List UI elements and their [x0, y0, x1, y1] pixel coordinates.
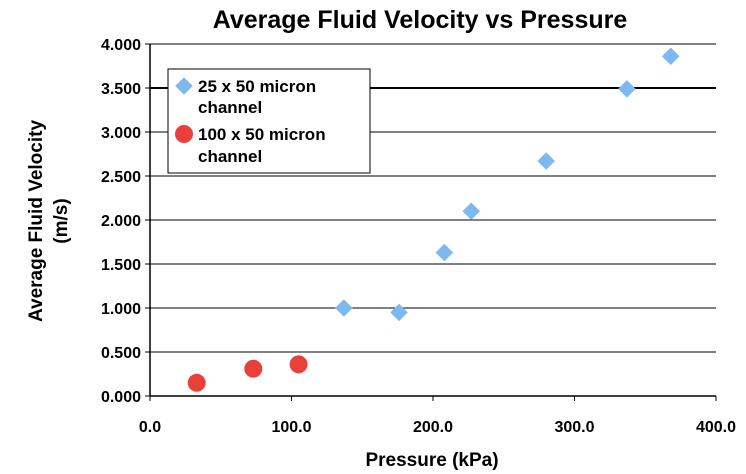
legend-diamond-marker: [175, 77, 193, 95]
x-tick-label: 300.0: [554, 419, 594, 436]
data-point: [244, 359, 263, 378]
axes: [149, 44, 717, 401]
x-tick-label: 200.0: [413, 419, 453, 436]
legend-box: [167, 68, 371, 174]
y-tick-label: 3.500: [101, 81, 141, 98]
x-tick-label: 100.0: [271, 419, 311, 436]
legend: 25 x 50 micron channel 100 x 50 micron c…: [167, 68, 371, 174]
y-axis-title-line-1: Average Fluid Velocity: [26, 120, 47, 322]
legend-label-series-1-line-2: channel: [198, 98, 262, 117]
data-point: [187, 373, 206, 392]
legend-label-series-1-line-1: 25 x 50 micron: [198, 77, 316, 96]
x-axis-title: Pressure (kPa): [365, 450, 498, 471]
x-tick-label: 0.0: [139, 419, 161, 436]
y-tick-labels: 0.000 0.500 1.000 1.500 2.000 2.500 3.000 3.500…: [101, 37, 141, 406]
data-point: [390, 303, 408, 322]
x-tick-labels: 0.0 100.0 200.0 300.0 400.0: [139, 419, 736, 436]
data-point: [462, 202, 481, 221]
legend-circle-marker: [175, 125, 193, 143]
y-tick-label: 2.500: [101, 169, 141, 186]
data-points: [187, 47, 680, 392]
legend-label-series-2-line-1: 100 x 50 micron: [198, 125, 326, 144]
data-point: [618, 80, 636, 98]
data-point: [661, 47, 680, 66]
x-tick-label: 400.0: [696, 419, 736, 436]
y-tick-label: 4.000: [101, 37, 141, 54]
series-2: [187, 355, 308, 392]
y-tick-label: 2.000: [101, 213, 141, 230]
series-1: [335, 47, 680, 322]
y-tick-label: 1.000: [101, 301, 141, 318]
legend-marker-series-1: [175, 77, 193, 95]
legend-marker-series-2: [175, 125, 193, 143]
y-tick-label: 0.000: [101, 389, 141, 406]
y-tick-label: 0.500: [101, 345, 141, 362]
chart-title: Average Fluid Velocity vs Pressure: [213, 6, 628, 34]
y-tick-label: 3.000: [101, 125, 141, 142]
y-axis-title: Average Fluid Velocity (m/s): [26, 120, 72, 322]
data-point: [335, 299, 353, 317]
legend-label-series-2-line-2: channel: [198, 147, 262, 166]
data-point: [435, 243, 454, 262]
data-point: [537, 152, 556, 170]
y-tick-label: 1.500: [101, 257, 141, 274]
data-point: [289, 355, 308, 374]
y-axis-title-line-2: (m/s): [51, 198, 72, 243]
